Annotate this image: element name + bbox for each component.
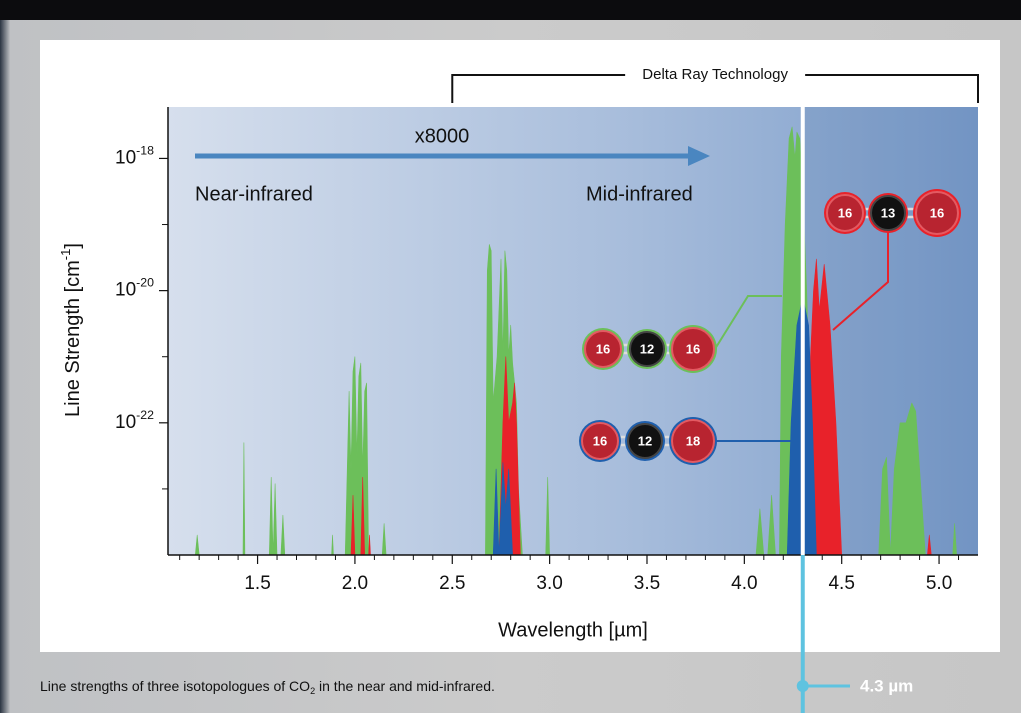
atom-label: 18 — [686, 433, 700, 448]
molecule-leader — [714, 295, 782, 350]
atom — [915, 191, 959, 235]
atom-label: 12 — [640, 341, 654, 356]
molecule-leader — [832, 232, 889, 331]
atom — [826, 194, 864, 232]
x-tick-label: 3.0 — [536, 573, 562, 594]
range-label: Delta Ray Technology — [642, 66, 788, 83]
x-tick-label: 2.5 — [439, 573, 465, 594]
x-axis-title: Wavelength [µm] — [498, 619, 648, 641]
x-tick-label: 3.5 — [634, 573, 660, 594]
atom — [581, 422, 619, 460]
atom-label: 13 — [881, 205, 895, 220]
atom — [870, 195, 906, 231]
atom-label: 16 — [593, 433, 607, 448]
atom — [671, 419, 715, 463]
marker-label: 4.3 µm — [860, 676, 913, 695]
atom-label: 16 — [838, 205, 852, 220]
atom — [584, 330, 622, 368]
atom-label: 16 — [686, 341, 700, 356]
spectrum-area — [492, 296, 817, 556]
x-tick-label: 4.0 — [731, 573, 757, 594]
y-axis-title: Line Strength [cm-1] — [58, 243, 84, 417]
x-tick-label: 4.5 — [828, 573, 854, 594]
arrow-head — [688, 146, 710, 166]
y-tick-label: 10-18 — [115, 144, 154, 169]
atom — [671, 327, 715, 371]
range-label-bg — [625, 65, 806, 85]
atom-label: 16 — [596, 341, 610, 356]
y-tick-label: 10-22 — [115, 408, 154, 433]
plot-background — [168, 107, 978, 555]
y-tick-label: 10-20 — [115, 276, 154, 301]
atom — [627, 423, 663, 459]
mid-label: Mid-infrared — [586, 183, 693, 205]
marker-dot — [796, 680, 809, 692]
spectrum-area — [350, 258, 932, 556]
atom-label: 12 — [638, 433, 652, 448]
x-tick-label: 2.0 — [342, 573, 368, 594]
x-tick-label: 5.0 — [926, 573, 952, 594]
atom-label: 16 — [930, 205, 944, 220]
caption: Line strengths of three isotopologues of… — [40, 678, 495, 697]
x-tick-label: 1.5 — [244, 573, 270, 594]
plot-area: 1.5 2.0 2.5 3.0 3.5 4.0 4.5 5.0 10-18 10-20 10-22 W… — [58, 65, 979, 641]
arrow-label: x8000 — [415, 125, 470, 147]
near-label: Near-infrared — [195, 183, 313, 205]
atom — [629, 331, 665, 367]
